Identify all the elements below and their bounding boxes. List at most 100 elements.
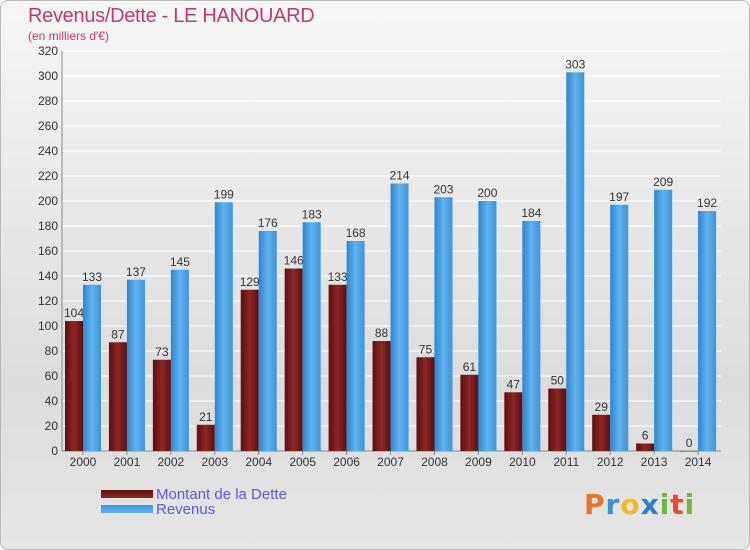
bar-revenus: [522, 221, 541, 451]
bar-revenus: [434, 197, 453, 451]
data-label-revenus: 209: [653, 175, 673, 189]
bar-revenus: [654, 189, 673, 451]
data-label-dette: 6: [642, 429, 649, 443]
data-label-dette: 0: [686, 436, 693, 450]
data-label-dette: 50: [551, 374, 565, 388]
bar-dette: [240, 289, 259, 451]
x-tick-label: 2007: [377, 455, 404, 469]
legend-label-dette: Montant de la Dette: [156, 486, 287, 503]
data-label-dette: 29: [595, 400, 609, 414]
data-label-dette: 61: [463, 360, 477, 374]
x-tick-label: 2011: [553, 455, 579, 469]
y-tick-label: 100: [38, 319, 58, 333]
bar-dette: [680, 451, 699, 452]
data-label-dette: 47: [507, 377, 521, 391]
legend-label-revenus: Revenus: [156, 501, 216, 518]
y-tick-label: 320: [38, 44, 58, 58]
bar-revenus: [170, 269, 189, 451]
bar-revenus: [698, 211, 717, 451]
data-label-revenus: 192: [697, 196, 717, 210]
y-tick-label: 180: [38, 219, 58, 233]
y-tick-label: 200: [38, 194, 58, 208]
data-label-revenus: 168: [346, 226, 366, 240]
data-label-revenus: 199: [214, 187, 234, 201]
proxiti-logo: Proxiti: [584, 488, 695, 521]
logo-letter: x: [640, 488, 660, 521]
legend-swatch-revenus: [101, 505, 153, 513]
bar-dette: [636, 443, 655, 451]
data-label-dette: 88: [375, 326, 389, 340]
data-label-dette: 75: [419, 342, 433, 356]
data-label-revenus: 200: [477, 186, 497, 200]
y-tick-label: 220: [38, 169, 58, 183]
bar-revenus: [214, 202, 233, 451]
data-label-dette: 87: [111, 327, 125, 341]
bar-dette: [196, 424, 215, 451]
data-label-revenus: 184: [521, 206, 541, 220]
y-tick-label: 240: [38, 144, 58, 158]
bar-dette: [152, 359, 171, 451]
chart-title: Revenus/Dette - LE HANOUARD: [28, 5, 315, 27]
bar-revenus: [83, 284, 101, 451]
y-tick-label: 260: [38, 119, 58, 133]
data-label-revenus: 176: [258, 216, 278, 230]
data-label-revenus: 303: [565, 57, 585, 71]
logo-letter: t: [670, 488, 685, 521]
bar-revenus: [302, 222, 321, 451]
data-label-revenus: 197: [609, 190, 629, 204]
x-tick-label: 2013: [641, 455, 668, 469]
data-label-dette: 146: [284, 254, 304, 268]
bar-revenus: [390, 183, 409, 451]
data-label-dette: 73: [155, 345, 169, 359]
x-tick-label: 2012: [597, 455, 624, 469]
y-tick-label: 40: [45, 394, 59, 408]
bar-dette: [548, 388, 567, 451]
data-label-dette: 104: [64, 306, 84, 320]
data-label-dette: 21: [199, 410, 213, 424]
data-label-revenus: 203: [433, 182, 453, 196]
legend-swatch-dette: [101, 490, 153, 498]
bar-revenus: [566, 72, 585, 451]
bar-revenus: [126, 279, 145, 451]
data-label-dette: 129: [240, 275, 260, 289]
chart-subtitle: (en milliers d'€): [28, 29, 109, 43]
bar-revenus: [610, 204, 629, 451]
x-tick-label: 2003: [201, 455, 228, 469]
bar-dette: [504, 392, 523, 451]
data-label-revenus: 145: [170, 255, 190, 269]
x-tick-label: 2008: [421, 455, 448, 469]
x-tick-label: 2014: [685, 455, 712, 469]
logo-letter: i: [659, 488, 671, 521]
bar-revenus: [258, 231, 277, 451]
x-tick-label: 2009: [465, 455, 492, 469]
bar-dette: [460, 374, 479, 451]
x-tick-label: 2004: [245, 455, 272, 469]
y-tick-label: 160: [38, 244, 58, 258]
x-tick-label: 2006: [333, 455, 360, 469]
x-tick-label: 2000: [70, 455, 97, 469]
y-tick-label: 20: [45, 419, 59, 433]
bar-dette: [328, 284, 347, 451]
logo-letter: r: [605, 488, 621, 521]
bar-dette: [592, 414, 611, 451]
y-tick-label: 140: [38, 269, 58, 283]
logo-letter: i: [684, 488, 696, 521]
bar-dette: [284, 268, 303, 451]
x-tick-label: 2005: [289, 455, 316, 469]
y-tick-label: 60: [45, 369, 59, 383]
y-tick-label: 280: [38, 94, 58, 108]
x-tick-label: 2010: [509, 455, 536, 469]
y-tick-label: 120: [38, 294, 58, 308]
y-tick-label: 80: [45, 344, 59, 358]
logo-letter: o: [620, 488, 641, 521]
bar-revenus: [346, 241, 365, 451]
y-tick-label: 0: [51, 444, 58, 458]
y-tick-label: 300: [38, 69, 58, 83]
data-label-revenus: 183: [302, 207, 322, 221]
logo-letter: P: [584, 488, 606, 521]
data-label-revenus: 214: [390, 169, 410, 183]
bar-dette: [65, 321, 83, 451]
x-tick-label: 2002: [158, 455, 185, 469]
